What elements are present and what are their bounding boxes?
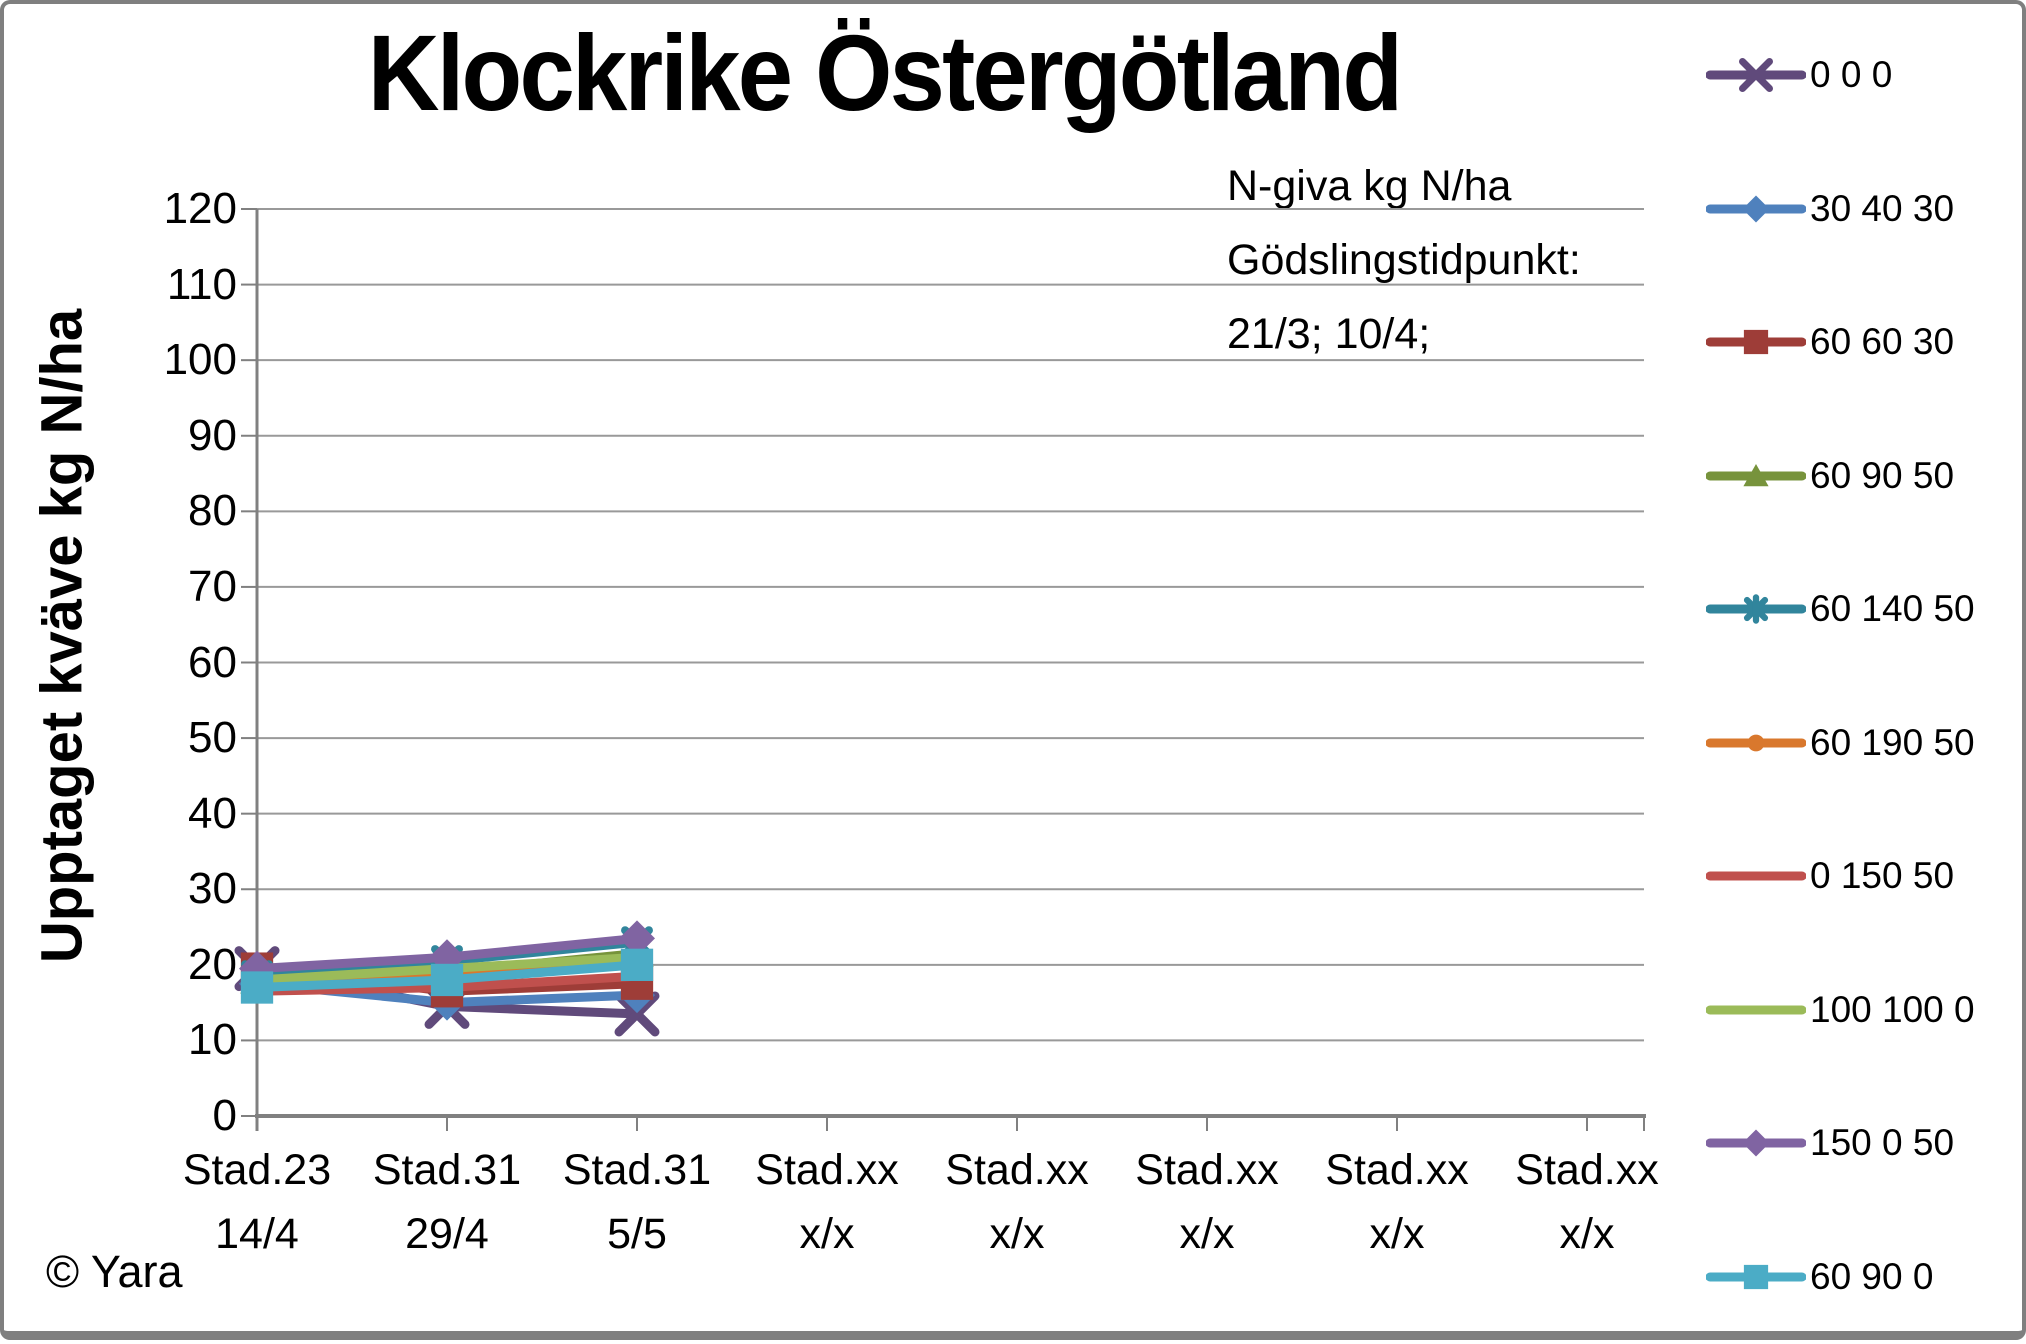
annotation-line-2: Gödslingstidpunkt: — [1227, 236, 1581, 284]
series-60-90-0 — [240, 948, 654, 1004]
chart-legend: 0 0 0 30 40 30 60 60 30 60 90 50 60 140 50 60… — [1706, 52, 2022, 1300]
legend-item-60-190-50: 60 190 50 — [1706, 720, 2022, 766]
copyright-label: © Yara — [46, 1246, 183, 1297]
legend-item-label: 0 150 50 — [1810, 855, 1955, 897]
y-tick-label: 20 — [188, 939, 237, 989]
legend-item-label: 150 0 50 — [1810, 1122, 1955, 1164]
series-swatch-circle-icon — [1706, 734, 1806, 752]
series-swatch-square-icon — [1706, 329, 1806, 355]
x-tick-stage: Stad.31 — [562, 1146, 712, 1194]
gridlines — [257, 208, 1644, 1042]
x-tick-stage: Stad.xx — [755, 1146, 899, 1194]
y-tick-label: 40 — [188, 788, 237, 838]
triangle-marker-icon — [1743, 463, 1769, 486]
plot-area — [234, 208, 1646, 1131]
square-marker-icon — [620, 948, 654, 981]
x-tick-label: Stad.xx x/x — [712, 1138, 942, 1266]
x-marker-icon — [614, 991, 660, 1037]
legend-item-label: 60 140 50 — [1810, 588, 1975, 630]
x-tick-label: Stad.xx x/x — [1472, 1138, 1702, 1266]
x-tick-label: Stad.23 14/4 — [142, 1138, 372, 1266]
square-marker-icon — [430, 963, 464, 997]
y-tick-label: 50 — [188, 713, 237, 763]
x-tick-date: x/x — [799, 1210, 855, 1258]
series-swatch-diamond-icon — [1706, 195, 1806, 223]
x-tick-stage: Stad.23 — [182, 1146, 332, 1194]
series-swatch-none-icon — [1706, 871, 1806, 881]
x-tick-stage: Stad.xx — [1515, 1146, 1659, 1194]
x-tick-label: Stad.xx x/x — [1092, 1138, 1322, 1266]
x-tick-label: Stad.31 5/5 — [522, 1138, 752, 1266]
legend-item-0-0-0: 0 0 0 — [1706, 52, 2022, 98]
y-tick-label: 100 — [163, 335, 237, 385]
legend-item-150-0-50: 150 0 50 — [1706, 1120, 2022, 1166]
series-swatch-triangle-icon — [1706, 463, 1806, 486]
x-tick-date: 14/4 — [215, 1210, 299, 1258]
series-swatch-none-icon — [1706, 1005, 1806, 1015]
x-tick-date: x/x — [1179, 1210, 1235, 1258]
x-tick-date: x/x — [1369, 1210, 1425, 1258]
diamond-marker-icon — [619, 920, 655, 957]
legend-item-label: 0 0 0 — [1810, 54, 1893, 95]
x-tick-label: Stad.xx x/x — [902, 1138, 1132, 1266]
legend-item-100-100-0: 100 100 0 — [1706, 987, 2022, 1033]
x-tick-date: 5/5 — [607, 1210, 667, 1258]
y-tick-label: 80 — [188, 486, 237, 536]
legend-item-label: 30 40 30 — [1810, 187, 1955, 229]
y-tick-label: 90 — [188, 410, 237, 460]
asterisk-marker-icon — [1743, 594, 1769, 624]
diamond-marker-icon — [1742, 1129, 1770, 1157]
y-tick-label: 110 — [166, 259, 237, 309]
series-swatch-diamond-icon — [1706, 1129, 1806, 1157]
annotation-line-3: 21/3; 10/4; — [1227, 310, 1431, 358]
y-tick-label: 30 — [188, 864, 237, 914]
y-tick-label: 0 — [212, 1091, 237, 1140]
annotation-line-1: N-giva kg N/ha — [1227, 162, 1512, 210]
x-tick-stage: Stad.31 — [372, 1146, 522, 1194]
legend-item-60-90-50: 60 90 50 — [1706, 453, 2022, 499]
legend-item-label: 60 60 30 — [1810, 321, 1955, 363]
x-tick-stage: Stad.xx — [945, 1146, 1089, 1194]
x-tick-stage: Stad.xx — [1325, 1146, 1469, 1194]
legend-item-60-60-30: 60 60 30 — [1706, 319, 2022, 365]
y-tick-label: 70 — [188, 561, 237, 611]
series-swatch-square-icon — [1706, 1264, 1806, 1290]
legend-item-label: 60 190 50 — [1810, 721, 1975, 763]
legend-item-label: 100 100 0 — [1810, 988, 1975, 1030]
series-swatch-asterisk-icon — [1706, 594, 1806, 624]
legend-item-label: 60 90 0 — [1810, 1255, 1934, 1297]
y-tick-label: 10 — [188, 1015, 237, 1065]
square-marker-icon — [240, 971, 274, 1004]
x-marker-icon — [1739, 58, 1773, 92]
circle-marker-icon — [1747, 734, 1765, 752]
x-tick-date: 29/4 — [405, 1210, 489, 1258]
legend-item-60-90-0: 60 90 0 — [1706, 1254, 2022, 1300]
x-tick-stage: Stad.xx — [1135, 1146, 1279, 1194]
diamond-marker-icon — [1742, 195, 1770, 223]
annotation-block: N-giva kg N/ha Gödslingstidpunkt: 21/3; … — [1227, 149, 1581, 371]
legend-item-label: 60 90 50 — [1810, 454, 1955, 496]
series-swatch-x-icon — [1706, 58, 1806, 92]
legend-item-30-40-30: 30 40 30 — [1706, 186, 2022, 232]
x-tick-label: Stad.xx x/x — [1282, 1138, 1512, 1266]
x-tick-date: x/x — [989, 1210, 1045, 1258]
x-tick-date: x/x — [1559, 1210, 1615, 1258]
y-tick-label: 60 — [188, 637, 237, 687]
square-marker-icon — [1743, 1264, 1769, 1290]
chart-title: Klockrike Östergötland — [367, 12, 1403, 133]
legend-item-60-140-50: 60 140 50 — [1706, 586, 2022, 632]
legend-item-0-150-50: 0 150 50 — [1706, 853, 2022, 899]
square-marker-icon — [1743, 329, 1769, 355]
y-tick-label: 120 — [163, 184, 237, 233]
x-tick-label: Stad.31 29/4 — [332, 1138, 562, 1266]
